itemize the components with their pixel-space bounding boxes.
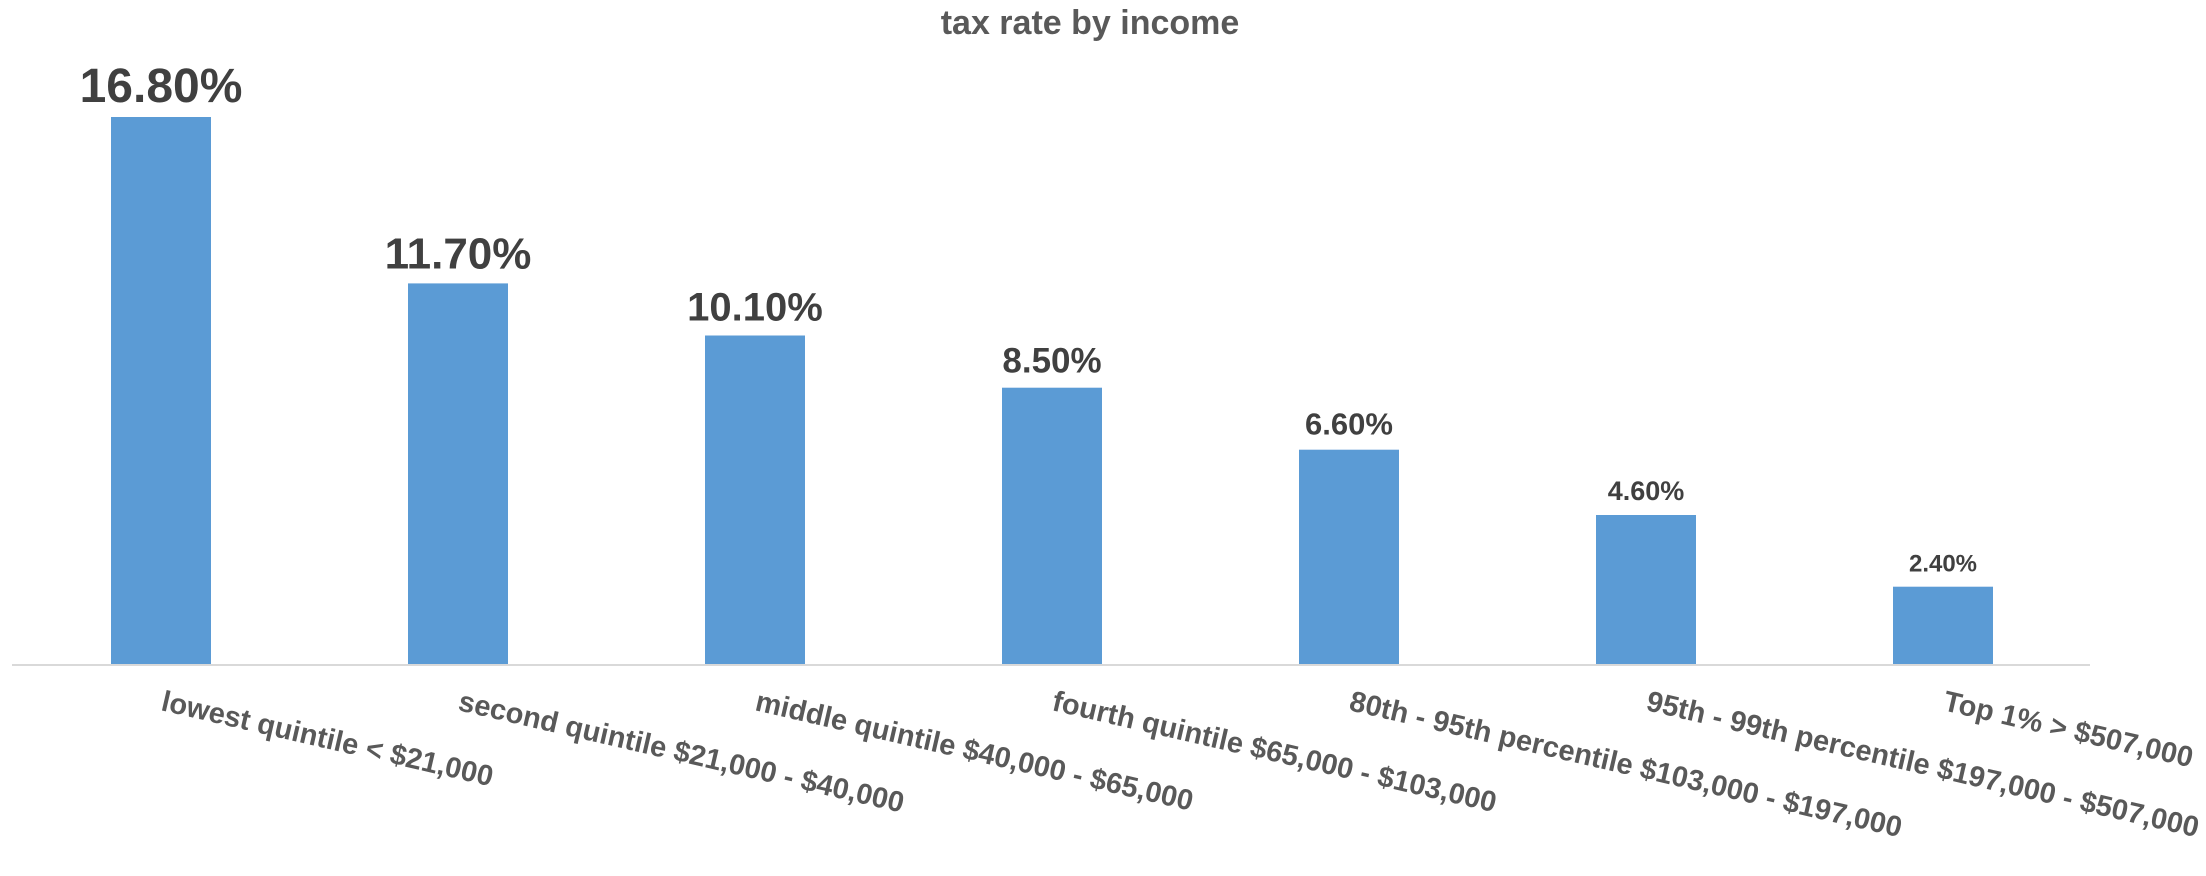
data-label-5: 6.60% [1305,407,1393,442]
bar-7 [1893,586,1993,665]
bar-6 [1596,515,1696,665]
bar-3 [705,335,805,665]
category-label-6: 95th - 99th percentile $197,000 - $507,0… [1643,686,2202,844]
data-label-3: 10.10% [687,286,823,330]
data-label-1: 16.80% [80,60,243,113]
bar-1 [111,117,211,665]
category-label-1: lowest quintile < $21,000 [158,686,496,794]
bars-layer [111,117,1993,665]
category-label-5: 80th - 95th percentile $103,000 - $197,0… [1346,686,1905,844]
data-label-6: 4.60% [1608,476,1685,506]
data-label-4: 8.50% [1002,342,1101,381]
bar-2 [408,283,508,665]
bar-5 [1299,449,1399,665]
data-label-2: 11.70% [385,229,532,278]
data-labels-layer: 16.80% 11.70% 10.10% 8.50% 6.60% 4.60% 2.40% [80,60,1977,578]
bar-4 [1002,387,1102,665]
chart-title: tax rate by income [941,4,1240,42]
data-label-7: 2.40% [1909,551,1977,578]
